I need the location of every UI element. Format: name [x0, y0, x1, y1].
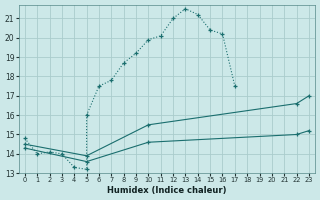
- X-axis label: Humidex (Indice chaleur): Humidex (Indice chaleur): [107, 186, 227, 195]
